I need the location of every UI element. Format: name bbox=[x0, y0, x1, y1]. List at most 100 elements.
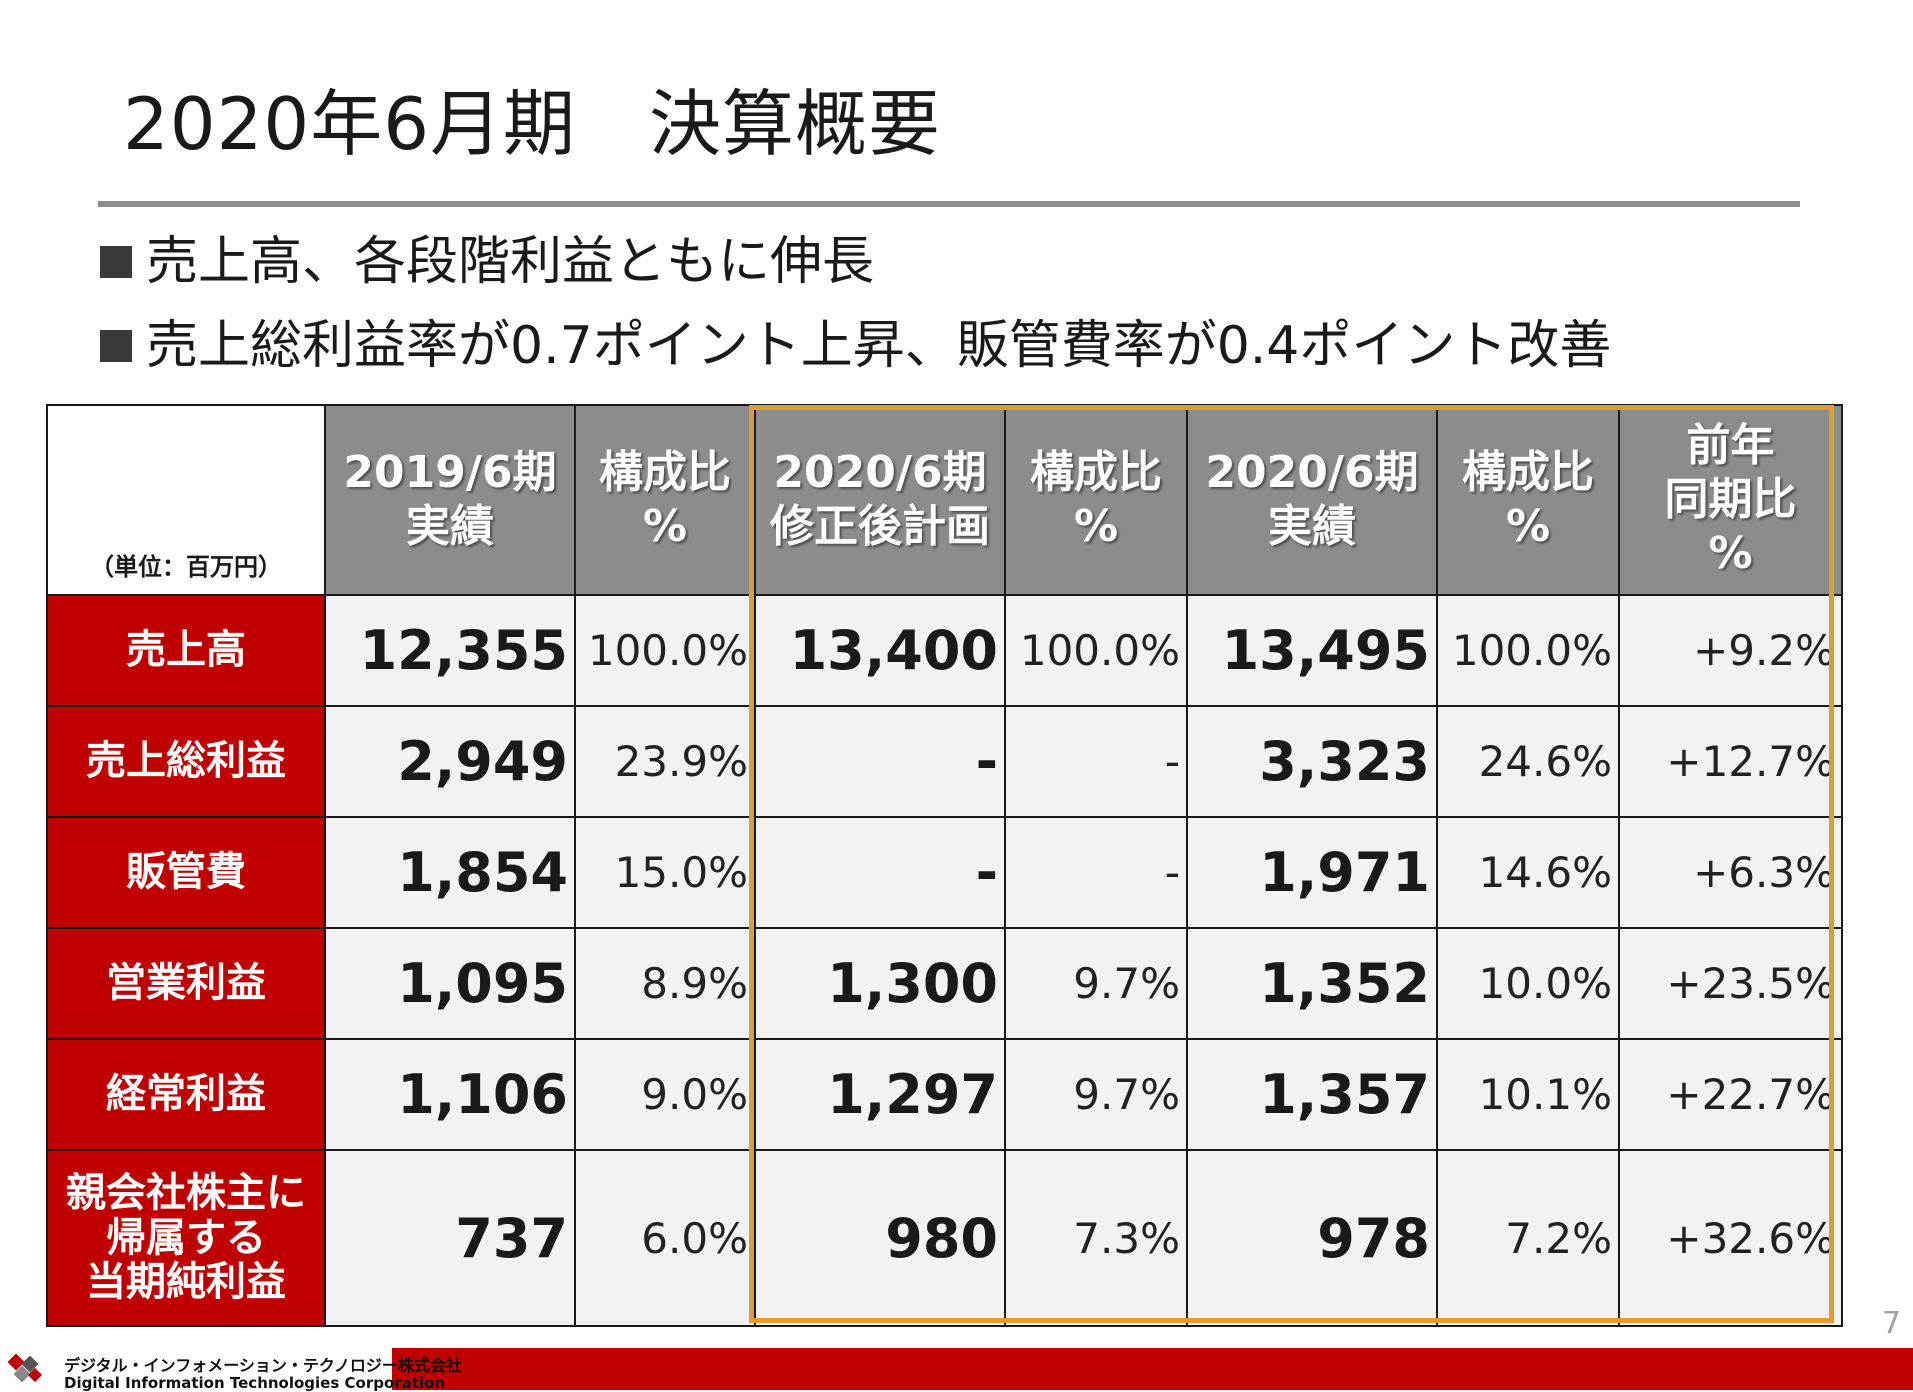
row-label: 営業利益 bbox=[46, 927, 326, 1040]
title-divider bbox=[98, 201, 1800, 207]
table-cell: 10.1% bbox=[1436, 1038, 1620, 1151]
table-cell: 8.9% bbox=[574, 927, 756, 1040]
table-cell: +22.7% bbox=[1618, 1038, 1843, 1151]
header-line: 実績 bbox=[406, 501, 494, 552]
column-header: 構成比% bbox=[1004, 404, 1188, 596]
table-cell: 100.0% bbox=[574, 594, 756, 707]
row-label: 経常利益 bbox=[46, 1038, 326, 1151]
row-label-line: 営業利益 bbox=[106, 960, 266, 1007]
table-cell: 1,854 bbox=[324, 816, 576, 929]
table-cell: 13,400 bbox=[754, 594, 1006, 707]
table-row: 売上総利益 2,949 23.9% - - 3,323 24.6% +12.7% bbox=[46, 705, 1843, 818]
table-cell: - bbox=[754, 705, 1006, 818]
table-cell: 13,495 bbox=[1186, 594, 1438, 707]
header-line: % bbox=[1073, 501, 1119, 552]
table-row: 経常利益 1,106 9.0% 1,297 9.7% 1,357 10.1% +… bbox=[46, 1038, 1843, 1151]
header-line: % bbox=[642, 501, 688, 552]
table-cell: 7.2% bbox=[1436, 1149, 1620, 1327]
table-cell: +9.2% bbox=[1618, 594, 1843, 707]
table-cell: 1,300 bbox=[754, 927, 1006, 1040]
table-cell: +32.6% bbox=[1618, 1149, 1843, 1327]
bullet-square-icon bbox=[100, 246, 132, 278]
bullet-item: 売上高、各段階利益ともに伸長 bbox=[100, 236, 874, 288]
table-cell: 15.0% bbox=[574, 816, 756, 929]
table-row: 親会社株主に 帰属する 当期純利益 737 6.0% 980 7.3% 978 7.… bbox=[46, 1149, 1843, 1327]
bullet-item: 売上総利益率が0.7ポイント上昇、販管費率が0.4ポイント改善 bbox=[100, 320, 1611, 372]
slide-title: 2020年6月期 決算概要 bbox=[123, 82, 942, 166]
row-label: 売上総利益 bbox=[46, 705, 326, 818]
row-label: 親会社株主に 帰属する 当期純利益 bbox=[46, 1149, 326, 1327]
column-header: 構成比% bbox=[574, 404, 756, 596]
table-cell: 980 bbox=[754, 1149, 1006, 1327]
column-header: 構成比% bbox=[1436, 404, 1620, 596]
table-cell: 737 bbox=[324, 1149, 576, 1327]
row-label-line: 売上総利益 bbox=[86, 738, 286, 785]
company-name-en: Digital Information Technologies Corpora… bbox=[64, 1374, 446, 1392]
table-cell: 14.6% bbox=[1436, 816, 1620, 929]
header-line: 修正後計画 bbox=[770, 501, 990, 552]
header-line: 構成比 bbox=[599, 447, 731, 499]
row-label-line: 帰属する bbox=[106, 1214, 266, 1261]
table-cell: 1,095 bbox=[324, 927, 576, 1040]
page-number: 7 bbox=[1882, 1306, 1902, 1341]
table-cell: 9.0% bbox=[574, 1038, 756, 1151]
row-label-line: 販管費 bbox=[126, 849, 246, 896]
table-cell: 23.9% bbox=[574, 705, 756, 818]
table-cell: 12,355 bbox=[324, 594, 576, 707]
table-cell: - bbox=[1004, 705, 1188, 818]
table-cell: 3,323 bbox=[1186, 705, 1438, 818]
row-label-line: 売上高 bbox=[126, 627, 246, 674]
header-line: 2020/6期 bbox=[773, 447, 987, 499]
table-cell: 6.0% bbox=[574, 1149, 756, 1327]
table-row: 売上高 12,355 100.0% 13,400 100.0% 13,495 1… bbox=[46, 594, 1843, 707]
table-row: 販管費 1,854 15.0% - - 1,971 14.6% +6.3% bbox=[46, 816, 1843, 929]
financial-summary-table: （単位：百万円） 2019/6期 実績 構成比% 2020/6期 修正後計画 構成比… bbox=[46, 404, 1843, 1327]
table-cell: 1,352 bbox=[1186, 927, 1438, 1040]
table-cell: +23.5% bbox=[1618, 927, 1843, 1040]
row-label-line: 経常利益 bbox=[106, 1071, 266, 1118]
column-header: 2020/6期 実績 bbox=[1186, 404, 1438, 596]
table-cell: 7.3% bbox=[1004, 1149, 1188, 1327]
footer-accent-bar bbox=[392, 1348, 1913, 1390]
table-cell: +6.3% bbox=[1618, 816, 1843, 929]
header-line: 2019/6期 bbox=[343, 447, 557, 499]
column-header: 前年 同期比% bbox=[1618, 404, 1843, 596]
header-line: 構成比 bbox=[1030, 447, 1162, 499]
row-label-line: 当期純利益 bbox=[86, 1259, 286, 1306]
header-line: 実績 bbox=[1268, 501, 1356, 552]
table-cell: - bbox=[754, 816, 1006, 929]
table-cell: 100.0% bbox=[1436, 594, 1620, 707]
header-line: 前年 bbox=[1686, 420, 1775, 472]
table-cell: - bbox=[1004, 816, 1188, 929]
table-cell: 9.7% bbox=[1004, 1038, 1188, 1151]
table-cell: +12.7% bbox=[1618, 705, 1843, 818]
header-line: % bbox=[1505, 501, 1551, 552]
table-row: 営業利益 1,095 8.9% 1,300 9.7% 1,352 10.0% +… bbox=[46, 927, 1843, 1040]
header-line: % bbox=[1708, 527, 1753, 579]
bullet-text: 売上高、各段階利益ともに伸長 bbox=[146, 232, 875, 292]
bullet-text: 売上総利益率が0.7ポイント上昇、販管費率が0.4ポイント改善 bbox=[146, 316, 1612, 376]
company-name-jp: デジタル・インフォメーション・テクノロジー株式会社 bbox=[64, 1356, 462, 1375]
table-cell: 24.6% bbox=[1436, 705, 1620, 818]
row-label: 販管費 bbox=[46, 816, 326, 929]
table-header-row: （単位：百万円） 2019/6期 実績 構成比% 2020/6期 修正後計画 構成比… bbox=[46, 404, 1843, 596]
unit-note: （単位：百万円） bbox=[46, 404, 326, 596]
table-cell: 2,949 bbox=[324, 705, 576, 818]
column-header: 2020/6期 修正後計画 bbox=[754, 404, 1006, 596]
table-cell: 1,106 bbox=[324, 1038, 576, 1151]
header-line: 2020/6期 bbox=[1205, 447, 1419, 499]
company-logo-icon bbox=[7, 1353, 43, 1383]
table-cell: 1,971 bbox=[1186, 816, 1438, 929]
table-cell: 100.0% bbox=[1004, 594, 1188, 707]
column-header: 2019/6期 実績 bbox=[324, 404, 576, 596]
table-cell: 1,357 bbox=[1186, 1038, 1438, 1151]
table-cell: 1,297 bbox=[754, 1038, 1006, 1151]
bullet-square-icon bbox=[100, 330, 132, 362]
table-cell: 978 bbox=[1186, 1149, 1438, 1327]
table-cell: 10.0% bbox=[1436, 927, 1620, 1040]
header-line: 同期比 bbox=[1664, 474, 1797, 526]
header-line: 構成比 bbox=[1462, 447, 1594, 499]
row-label: 売上高 bbox=[46, 594, 326, 707]
table-cell: 9.7% bbox=[1004, 927, 1188, 1040]
row-label-line: 親会社株主に bbox=[66, 1169, 306, 1216]
